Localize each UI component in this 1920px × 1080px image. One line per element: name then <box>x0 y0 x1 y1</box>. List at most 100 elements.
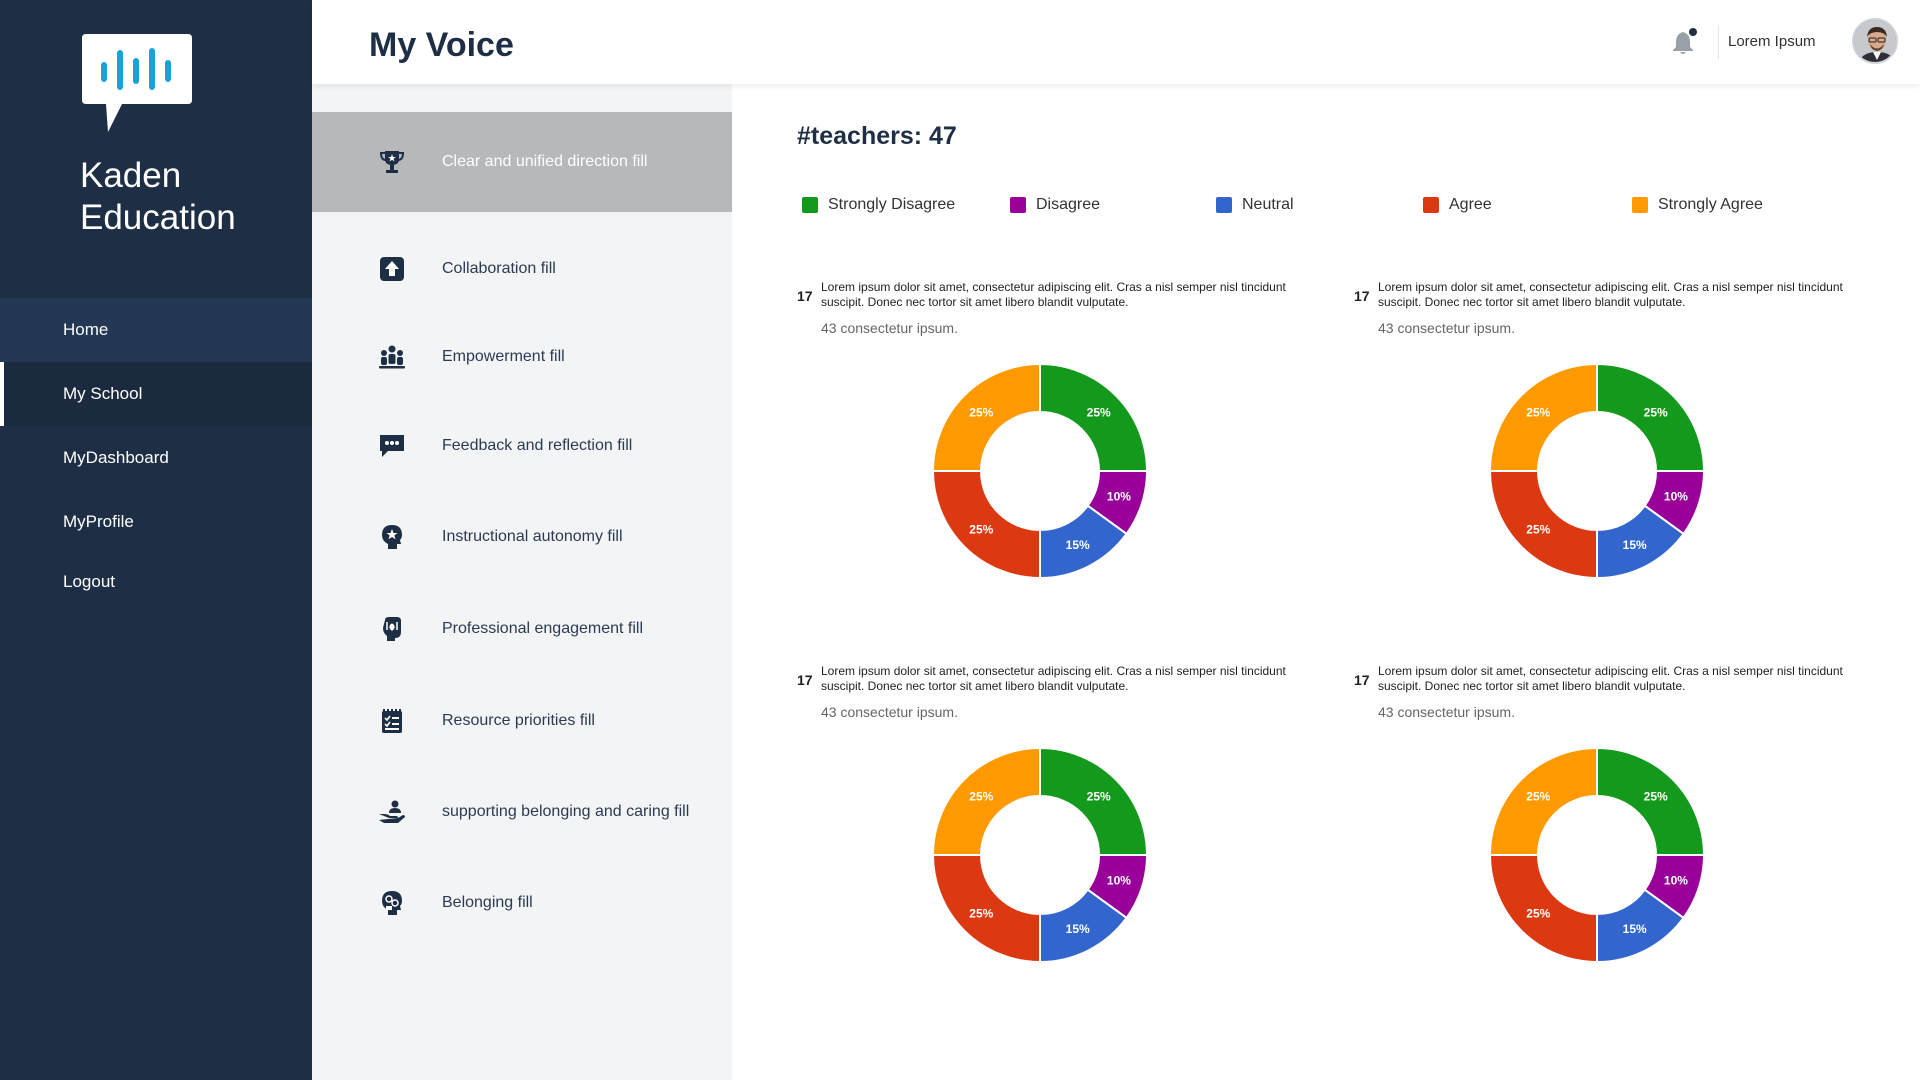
donut-slice[interactable] <box>931 362 1041 472</box>
legend-item: Neutral <box>1216 196 1294 214</box>
category-label: supporting belonging and caring fill <box>442 803 690 820</box>
donut-slice-label: 25% <box>1087 789 1111 803</box>
donut-slice-label: 10% <box>1107 490 1131 504</box>
category-label: Instructional autonomy fill <box>442 528 623 545</box>
trophy-icon <box>378 148 406 176</box>
donut-slice-label: 10% <box>1664 490 1688 504</box>
donut-slice-label: 10% <box>1107 874 1131 888</box>
donut-slice-label: 25% <box>969 523 993 537</box>
question-card: 17 Lorem ipsum dolor sit amet, consectet… <box>797 278 1317 618</box>
category-label: Clear and unified direction fill <box>442 153 648 170</box>
hand-heart-icon <box>378 615 406 643</box>
logo-icon <box>82 34 192 139</box>
donut-slice-label: 25% <box>969 405 993 419</box>
question-response-count: 43 consectetur ipsum. <box>821 704 958 720</box>
question-text: Lorem ipsum dolor sit amet, consectetur … <box>1378 664 1843 693</box>
donut-slice-label: 25% <box>1526 405 1550 419</box>
category-label: Feedback and reflection fill <box>442 437 633 454</box>
brand-line-2: Education <box>80 198 236 237</box>
question-number: 17 <box>797 672 813 688</box>
category-item[interactable]: Clear and unified direction fill <box>312 112 732 212</box>
donut-slice[interactable] <box>1596 746 1706 856</box>
nav-label: Home <box>63 320 109 339</box>
category-item[interactable]: Belonging fill <box>312 861 732 945</box>
donut-slice[interactable] <box>931 746 1041 856</box>
category-item[interactable]: supporting belonging and caring fill <box>312 770 732 854</box>
avatar[interactable] <box>1852 18 1898 64</box>
question-text: Lorem ipsum dolor sit amet, consectetur … <box>1378 280 1843 309</box>
category-label: Professional engagement fill <box>442 620 644 637</box>
brand-line-1: Kaden <box>80 156 182 195</box>
main-content: #teachers: 47 Strongly Disagree Disagree… <box>732 84 1920 1080</box>
donut-slice-label: 15% <box>1623 922 1647 936</box>
legend-swatch <box>1010 197 1026 213</box>
nav-item-home[interactable]: Home <box>0 298 312 362</box>
legend-label: Strongly Disagree <box>828 196 956 213</box>
head-star-icon <box>378 523 406 551</box>
legend-label: Strongly Agree <box>1658 196 1763 213</box>
question-text: Lorem ipsum dolor sit amet, consectetur … <box>821 664 1286 693</box>
donut-slice[interactable] <box>1488 854 1598 964</box>
category-label: Empowerment fill <box>442 348 565 365</box>
sidebar-nav: Home My School MyDashboard MyProfile Log… <box>0 298 312 610</box>
category-item[interactable]: Feedback and reflection fill <box>312 404 732 488</box>
question-card: 17 Lorem ipsum dolor sit amet, consectet… <box>797 662 1317 1002</box>
donut-slice-label: 15% <box>1066 922 1090 936</box>
donut-slice-label: 25% <box>1526 907 1550 921</box>
donut-slice[interactable] <box>1039 746 1149 856</box>
question-number: 17 <box>1354 288 1370 304</box>
legend-item: Strongly Disagree <box>802 196 955 214</box>
legend-item: Agree <box>1423 196 1492 214</box>
teachers-count: #teachers: 47 <box>797 122 957 150</box>
user-name[interactable]: Lorem Ipsum <box>1728 33 1816 50</box>
donut-slice-label: 10% <box>1664 874 1688 888</box>
donut-slice[interactable] <box>1596 362 1706 472</box>
legend-label: Disagree <box>1036 196 1101 213</box>
sidebar: Kaden Education Home My School MyDashboa… <box>0 0 312 1080</box>
donut-slice[interactable] <box>1488 470 1598 580</box>
header-divider <box>1718 25 1719 59</box>
hand-person-icon <box>378 798 406 826</box>
page-title: My Voice <box>369 26 514 64</box>
category-list: Clear and unified direction fill Collabo… <box>312 84 732 1080</box>
donut-slice-label: 25% <box>1644 405 1668 419</box>
head-gears-icon <box>378 889 406 917</box>
donut-slice[interactable] <box>1039 362 1149 472</box>
donut-chart: 25% 10% 15% 25% 25% <box>931 746 1149 964</box>
nav-item-my-school[interactable]: My School <box>0 362 312 426</box>
donut-slice-label: 25% <box>1087 405 1111 419</box>
donut-slice-label: 15% <box>1623 538 1647 552</box>
nav-item-logout[interactable]: Logout <box>0 554 312 610</box>
nav-item-myprofile[interactable]: MyProfile <box>0 490 312 554</box>
legend-item: Disagree <box>1010 196 1100 214</box>
donut-slice[interactable] <box>1488 362 1598 472</box>
question-response-count: 43 consectetur ipsum. <box>1378 704 1515 720</box>
donut-slice-label: 25% <box>969 907 993 921</box>
donut-chart: 25% 10% 15% 25% 25% <box>1488 362 1706 580</box>
category-label: Resource priorities fill <box>442 712 595 729</box>
donut-slice[interactable] <box>931 854 1041 964</box>
question-number: 17 <box>1354 672 1370 688</box>
category-item[interactable]: Empowerment fill <box>312 315 732 399</box>
people-group-icon <box>378 343 406 371</box>
top-header: My Voice Lorem Ipsum <box>312 0 1920 84</box>
category-item[interactable]: Professional engagement fill <box>312 587 732 671</box>
donut-slice-label: 25% <box>1526 789 1550 803</box>
chat-dots-icon <box>378 432 406 460</box>
question-number: 17 <box>797 288 813 304</box>
question-response-count: 43 consectetur ipsum. <box>1378 320 1515 336</box>
notification-bell-icon[interactable] <box>1672 28 1698 56</box>
brand-name: Kaden Education <box>80 155 236 239</box>
nav-label: Logout <box>63 572 115 591</box>
legend-label: Agree <box>1449 196 1492 213</box>
legend-swatch <box>802 197 818 213</box>
donut-slice[interactable] <box>931 470 1041 580</box>
arrow-up-box-icon <box>378 255 406 283</box>
category-item[interactable]: Instructional autonomy fill <box>312 495 732 579</box>
legend-swatch <box>1423 197 1439 213</box>
category-item[interactable]: Resource priorities fill <box>312 679 732 763</box>
category-item[interactable]: Collaboration fill <box>312 227 732 311</box>
donut-slice[interactable] <box>1488 746 1598 856</box>
donut-slice-label: 15% <box>1066 538 1090 552</box>
nav-item-mydashboard[interactable]: MyDashboard <box>0 426 312 490</box>
